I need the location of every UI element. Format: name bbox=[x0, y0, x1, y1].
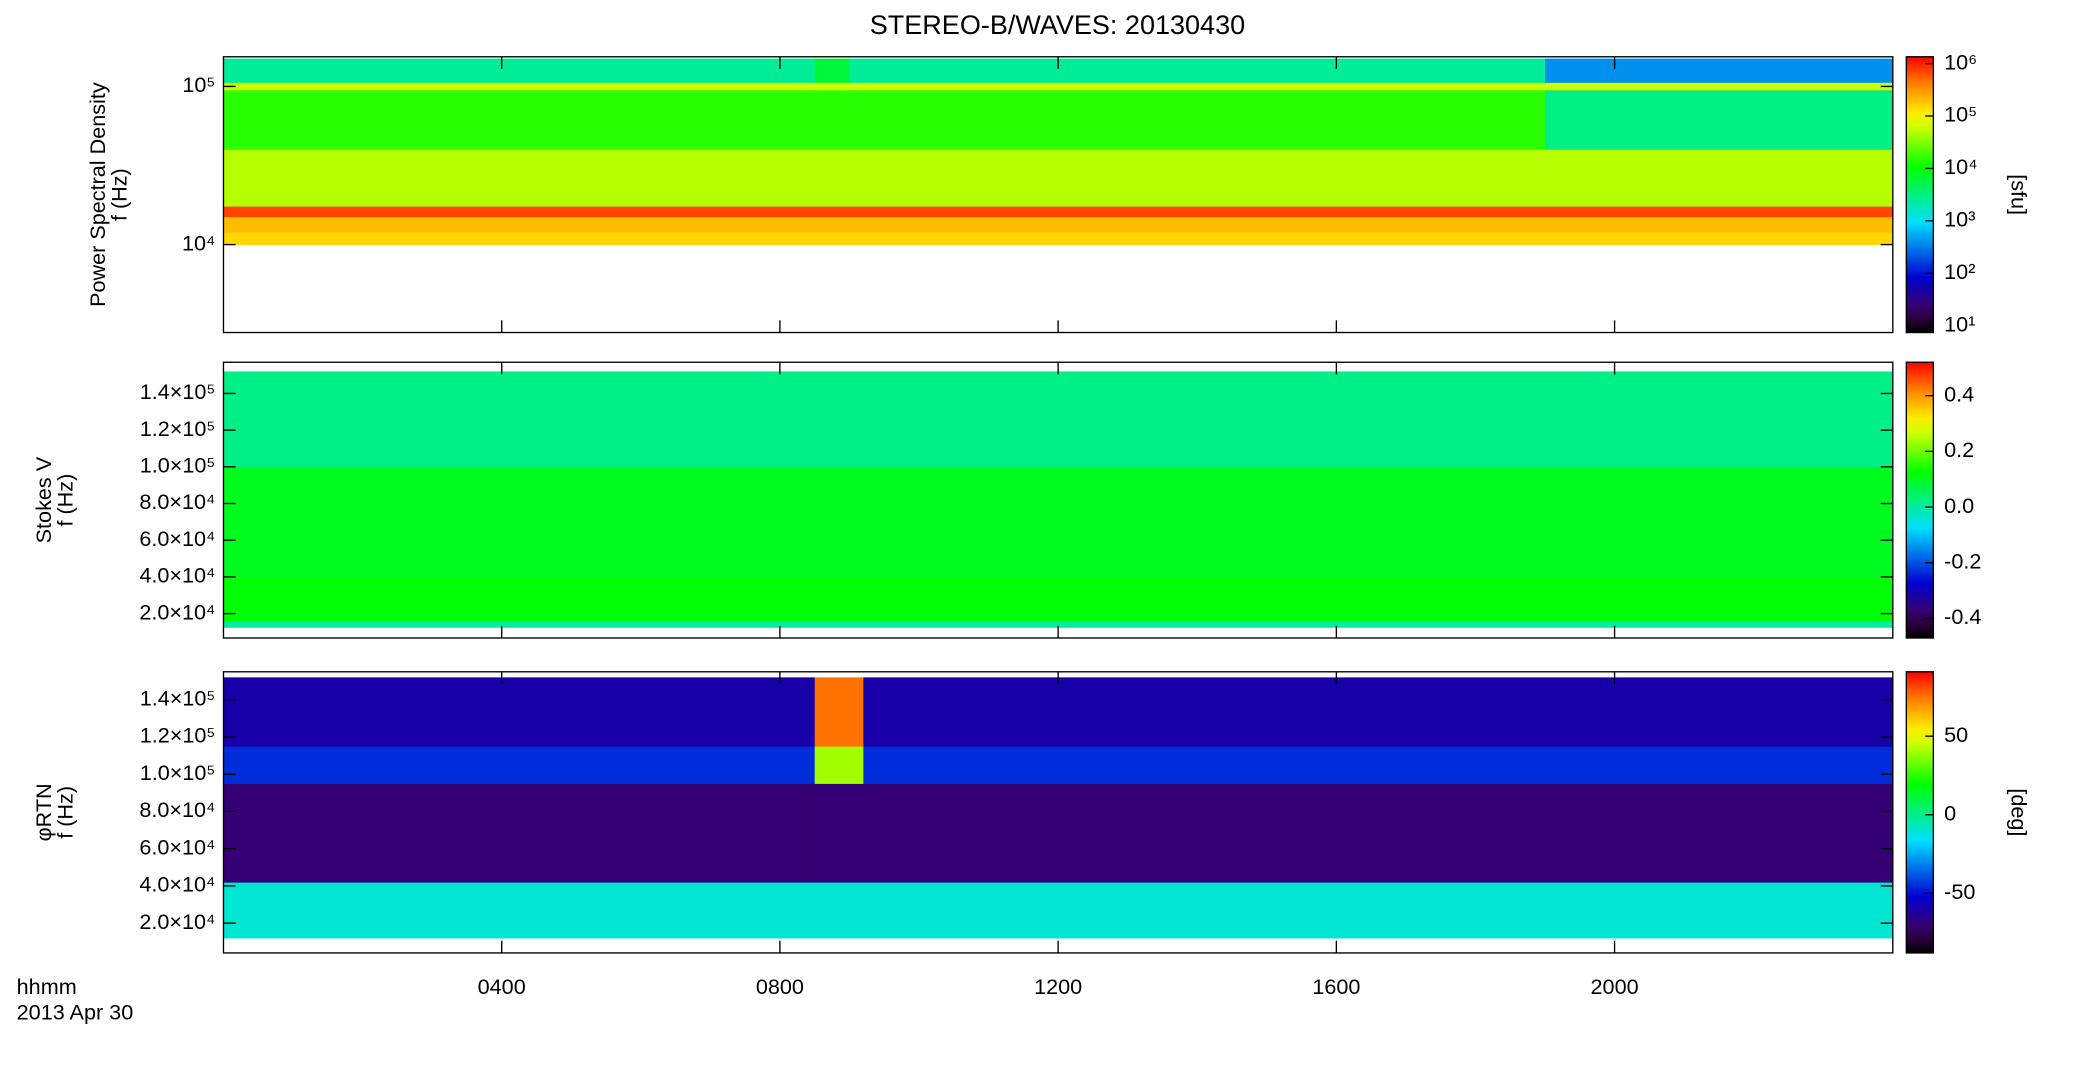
y-tick-label: 10⁴ bbox=[182, 230, 215, 255]
colorbar-tick-label: 10⁶ bbox=[1944, 49, 1977, 74]
heatmap-cell bbox=[814, 206, 850, 218]
colorbar bbox=[1905, 671, 1935, 954]
heatmap-cell bbox=[223, 783, 816, 883]
colorbar-tick-label: -0.2 bbox=[1944, 549, 1981, 574]
colorbar-tick-label: 0.4 bbox=[1944, 381, 1974, 406]
heatmap-cell bbox=[223, 232, 816, 245]
heatmap-cell bbox=[863, 746, 1894, 784]
x-tick-label: 1200 bbox=[1034, 974, 1082, 999]
y-axis-label: Power Spectral Density bbox=[85, 82, 110, 307]
x-tick-label: 2000 bbox=[1591, 974, 1639, 999]
y-tick-label: 2.0×10⁴ bbox=[139, 909, 215, 934]
date-label: 2013 Apr 30 bbox=[17, 999, 134, 1024]
heatmap-cell bbox=[814, 89, 850, 150]
heatmap-cell bbox=[223, 620, 1894, 628]
heatmap-cell bbox=[223, 576, 1894, 622]
heatmap-cell bbox=[849, 89, 1546, 150]
y-tick-label: 1.2×10⁵ bbox=[140, 416, 216, 441]
heatmap-cell bbox=[223, 466, 1894, 578]
y-axis-label: f (Hz) bbox=[106, 168, 131, 221]
y-tick-label: 8.0×10⁴ bbox=[139, 797, 215, 822]
heatmap-cell bbox=[223, 149, 816, 207]
heatmap-cell bbox=[814, 216, 850, 233]
y-axis-label: f (Hz) bbox=[52, 474, 77, 527]
heatmap-cell bbox=[223, 58, 816, 83]
heatmap-cell bbox=[814, 882, 864, 939]
colorbar-tick-label: 10⁵ bbox=[1944, 102, 1977, 127]
heatmap-cell bbox=[863, 882, 1894, 939]
heatmap-cell bbox=[1545, 206, 1894, 218]
heatmap-cell bbox=[849, 232, 1546, 245]
colorbar-tick-label: -0.4 bbox=[1944, 604, 1981, 629]
y-tick-label: 1.4×10⁵ bbox=[140, 379, 216, 404]
heatmap-cell bbox=[814, 232, 850, 245]
heatmap-cell bbox=[1545, 58, 1894, 83]
heatmap-cell bbox=[814, 58, 850, 83]
colorbar-tick-label: 0.0 bbox=[1944, 493, 1974, 518]
heatmap-cell bbox=[1545, 82, 1894, 91]
heatmap-cell bbox=[223, 371, 1894, 468]
heatmap-cell bbox=[863, 783, 1894, 883]
heatmap-cell bbox=[814, 746, 864, 784]
heatmap-cell bbox=[223, 216, 816, 233]
colorbar-tick-label: -50 bbox=[1944, 879, 1975, 904]
y-tick-label: 2.0×10⁴ bbox=[139, 599, 215, 624]
heatmap-cell bbox=[849, 216, 1546, 233]
y-tick-label: 6.0×10⁴ bbox=[139, 834, 215, 859]
y-tick-label: 4.0×10⁴ bbox=[139, 872, 215, 897]
y-axis-label: Stokes V bbox=[31, 456, 56, 543]
y-tick-label: 8.0×10⁴ bbox=[139, 489, 215, 514]
x-axis-label: hhmm bbox=[17, 974, 77, 999]
colorbar-tick-label: 0 bbox=[1944, 800, 1956, 825]
y-tick-label: 1.0×10⁵ bbox=[140, 760, 216, 785]
heatmap-cell bbox=[1545, 149, 1894, 207]
heatmap-cell bbox=[814, 82, 850, 91]
colorbar-tick-label: 10¹ bbox=[1944, 311, 1975, 336]
heatmap-cell bbox=[849, 149, 1546, 207]
heatmap-cell bbox=[849, 206, 1546, 218]
heatmap-cell bbox=[849, 58, 1546, 83]
chart-title: STEREO-B/WAVES: 20130430 bbox=[870, 10, 1245, 40]
heatmap-cell bbox=[814, 783, 864, 883]
heatmap-cell bbox=[223, 677, 816, 747]
heatmap-cell bbox=[814, 677, 864, 747]
x-tick-label: 0800 bbox=[756, 974, 804, 999]
heatmap-cell bbox=[849, 82, 1546, 91]
heatmap-cell bbox=[223, 882, 816, 939]
heatmap-cell bbox=[1545, 89, 1894, 150]
colorbar-tick-label: 50 bbox=[1944, 722, 1968, 747]
heatmap-cell bbox=[1545, 216, 1894, 233]
colorbar bbox=[1905, 56, 1935, 334]
y-tick-label: 10⁵ bbox=[182, 72, 215, 97]
y-tick-label: 4.0×10⁴ bbox=[139, 563, 215, 588]
heatmap-cell bbox=[1545, 232, 1894, 245]
y-tick-label: 6.0×10⁴ bbox=[139, 526, 215, 551]
y-tick-label: 1.2×10⁵ bbox=[140, 723, 216, 748]
x-tick-label: 1600 bbox=[1312, 974, 1360, 999]
colorbar-label: [deg] bbox=[2006, 788, 2031, 836]
heatmap-cell bbox=[223, 89, 816, 150]
heatmap-cell bbox=[814, 149, 850, 207]
heatmap-cell bbox=[223, 746, 816, 784]
colorbar bbox=[1905, 361, 1935, 639]
colorbar-label: [sfu] bbox=[2006, 174, 2031, 215]
heatmap-cell bbox=[223, 82, 816, 91]
y-axis-label: f (Hz) bbox=[52, 786, 77, 839]
heatmap-cell bbox=[863, 677, 1894, 747]
y-tick-label: 1.0×10⁵ bbox=[140, 453, 216, 478]
y-axis-label: φRTN bbox=[31, 783, 56, 841]
colorbar-tick-label: 10³ bbox=[1944, 207, 1975, 232]
colorbar-tick-label: 10⁴ bbox=[1944, 154, 1977, 179]
x-tick-label: 0400 bbox=[478, 974, 526, 999]
colorbar-tick-label: 10² bbox=[1944, 259, 1975, 284]
heatmap-cell bbox=[223, 206, 816, 218]
y-tick-label: 1.4×10⁵ bbox=[140, 685, 216, 710]
colorbar-tick-label: 0.2 bbox=[1944, 437, 1974, 462]
